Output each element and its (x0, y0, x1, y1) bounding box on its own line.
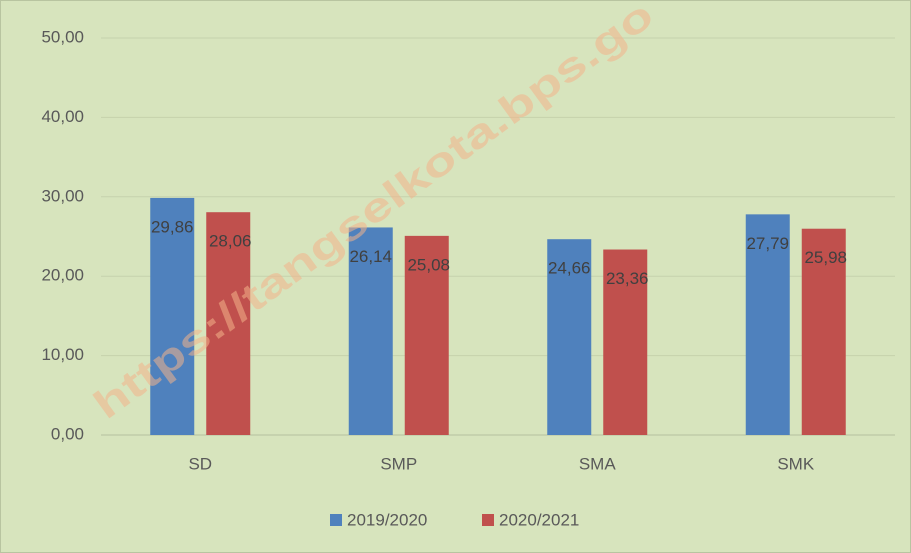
y-tick-label: 0,00 (51, 424, 84, 443)
legend-swatch (482, 514, 494, 526)
bar (348, 227, 393, 435)
bar (745, 214, 790, 435)
y-tick-label: 30,00 (41, 186, 84, 205)
y-tick-label: 20,00 (41, 266, 84, 285)
data-label: 24,66 (548, 259, 591, 278)
x-tick-label: SD (188, 454, 212, 473)
bar (801, 228, 846, 435)
x-tick-label: SMA (579, 454, 617, 473)
y-tick-label: 10,00 (41, 345, 84, 364)
y-tick-label: 40,00 (41, 107, 84, 126)
x-tick-label: SMP (380, 454, 417, 473)
legend-swatch (330, 514, 342, 526)
data-label: 26,14 (349, 247, 392, 266)
legend-label: 2019/2020 (347, 510, 427, 529)
legend-label: 2020/2021 (499, 510, 579, 529)
data-label: 25,98 (804, 248, 847, 267)
bar (206, 212, 251, 435)
data-label: 28,06 (209, 232, 252, 251)
y-tick-label: 50,00 (41, 27, 84, 46)
bar (547, 239, 592, 435)
data-label: 29,86 (151, 217, 194, 236)
x-tick-label: SMK (777, 454, 815, 473)
bar (150, 197, 195, 435)
bar (404, 235, 449, 435)
data-label: 27,79 (746, 234, 789, 253)
data-label: 25,08 (407, 255, 450, 274)
bar (603, 249, 648, 435)
data-label: 23,36 (606, 269, 649, 288)
